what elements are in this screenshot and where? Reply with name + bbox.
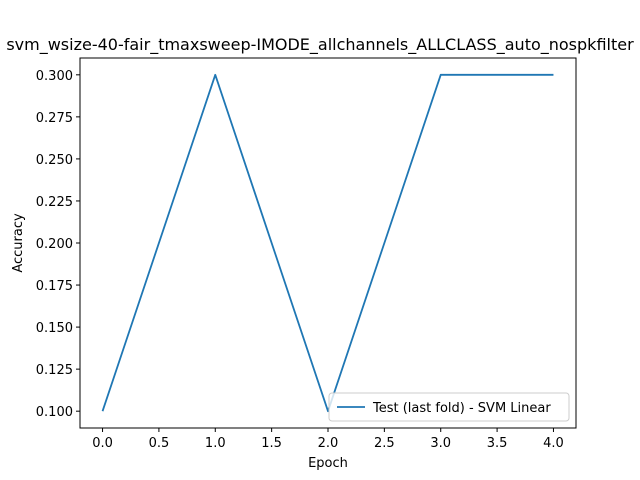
y-axis-label: Accuracy [11, 213, 26, 273]
series-line [101, 73, 554, 413]
y-tick-label: 0.125 [36, 363, 73, 378]
y-tick-label: 0.100 [36, 405, 73, 420]
plot-area-frame [79, 57, 577, 429]
x-tick-label: 3.5 [487, 436, 508, 451]
y-axis-ticks: 0.100 0.125 0.150 0.175 0.200 0.225 0.250 0.275… [36, 69, 80, 420]
y-tick-label: 0.175 [36, 279, 73, 294]
x-tick-label: 3.0 [430, 436, 451, 451]
x-tick-label: 0.5 [149, 436, 170, 451]
legend-frame [328, 392, 570, 422]
x-tick-label: 4.0 [543, 436, 564, 451]
x-axis-ticks: 0.0 0.5 1.0 1.5 2.0 2.5 3.0 3.5 4.0 [92, 428, 564, 451]
x-tick-label: 2.5 [374, 436, 395, 451]
y-tick-label: 0.275 [36, 111, 73, 126]
x-tick-label: 1.5 [261, 436, 282, 451]
legend-label: Test (last fold) - SVM Linear [372, 401, 551, 416]
y-tick-label: 0.200 [36, 237, 73, 252]
x-tick-label: 1.0 [205, 436, 226, 451]
x-axis-label: Epoch [308, 456, 348, 471]
chart-title: svm_wsize-40-fair_tmaxsweep-IMODE_allcha… [6, 35, 634, 55]
legend: Test (last fold) - SVM Linear [328, 392, 570, 422]
y-tick-label: 0.300 [36, 69, 73, 84]
x-tick-label: 2.0 [318, 436, 339, 451]
x-tick-label: 0.0 [92, 436, 113, 451]
y-tick-label: 0.225 [36, 195, 73, 210]
y-tick-label: 0.150 [36, 321, 73, 336]
y-tick-label: 0.250 [36, 153, 73, 168]
series-layer [101, 73, 554, 413]
